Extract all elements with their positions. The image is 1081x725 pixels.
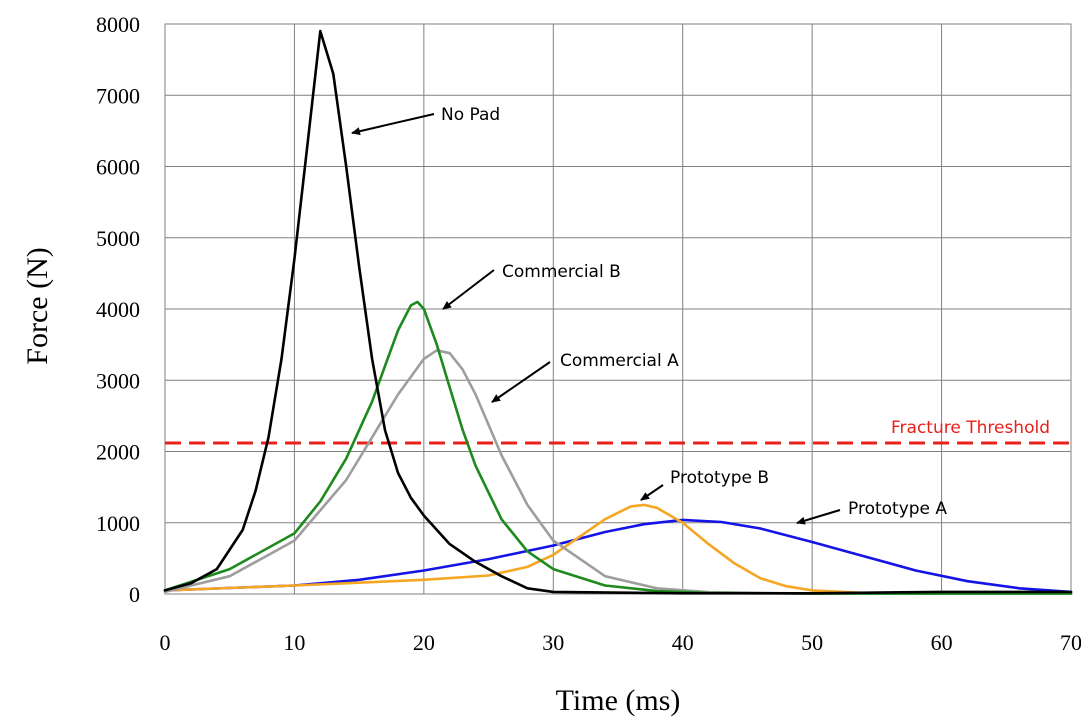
x-tick-labels: 0 10 20 30 40 50 60 70: [160, 630, 1081, 655]
label-no-pad: No Pad: [441, 105, 500, 125]
series-line-commercial-a: [163, 348, 1073, 595]
label-commercial-a: Commercial A: [560, 351, 679, 371]
y-tick-label: 8000: [96, 12, 140, 37]
y-tick-label: 1000: [96, 511, 140, 536]
arrow-commercial-a: [491, 361, 551, 403]
x-tick-label: 30: [542, 630, 564, 655]
arrow-prototype-b: [640, 484, 664, 501]
label-prototype-b: Prototype B: [670, 468, 769, 488]
x-tick-label: 60: [931, 630, 953, 655]
series-layer: [163, 29, 1073, 595]
x-tick-label: 40: [672, 630, 694, 655]
x-tick-label: 10: [283, 630, 305, 655]
x-axis-title: Time (ms): [556, 684, 681, 717]
x-tick-label: 20: [413, 630, 435, 655]
series-line-prototype-a: [163, 518, 1073, 594]
series-line-no-pad: [163, 29, 1073, 595]
x-tick-label: 50: [801, 630, 823, 655]
y-tick-label: 4000: [96, 297, 140, 322]
y-tick-label: 0: [129, 582, 140, 607]
y-tick-label: 2000: [96, 440, 140, 465]
plot-frame: [164, 23, 1072, 595]
x-tick-label: 70: [1060, 630, 1081, 655]
y-axis-title: Force (N): [21, 247, 54, 364]
arrow-no-pad: [351, 113, 435, 136]
y-tick-label: 5000: [96, 226, 140, 251]
y-tick-label: 7000: [96, 83, 140, 108]
y-tick-label: 3000: [96, 368, 140, 393]
y-tick-labels: 0 1000 2000 3000 4000 5000 6000 7000 8000: [96, 12, 140, 607]
fracture-threshold-label: Fracture Threshold: [891, 418, 1050, 438]
threshold-layer: Fracture Threshold: [165, 418, 1071, 445]
series-line-commercial-b: [163, 300, 1073, 595]
y-tick-label: 6000: [96, 155, 140, 180]
x-tick-label: 0: [160, 630, 171, 655]
arrow-prototype-a: [796, 509, 841, 525]
label-commercial-b: Commercial B: [502, 262, 621, 282]
annotations: No Pad Commercial B Commercial A Prototype …: [351, 105, 947, 525]
label-prototype-a: Prototype A: [848, 499, 947, 519]
arrow-commercial-b: [442, 269, 495, 310]
